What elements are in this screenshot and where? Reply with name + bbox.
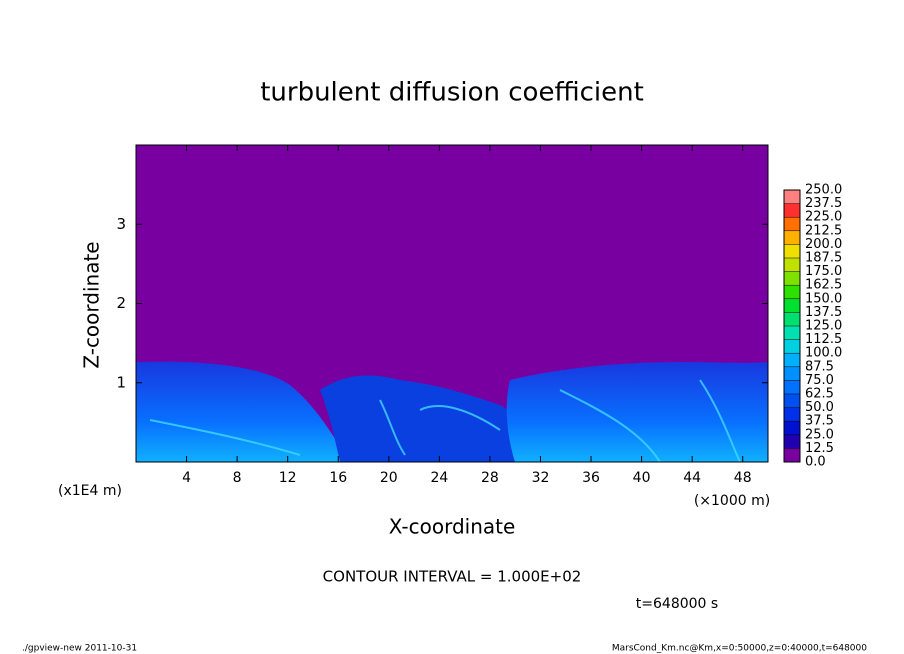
colorbar-band bbox=[784, 271, 800, 286]
field-streak bbox=[379, 399, 406, 456]
x-tick-label: 44 bbox=[683, 470, 701, 486]
x-tick-label: 12 bbox=[279, 470, 297, 486]
colorbar-band bbox=[784, 190, 800, 204]
colorbar-label: 50.0 bbox=[805, 400, 834, 415]
y-tick-label: 1 bbox=[116, 373, 126, 391]
colorbar-band bbox=[784, 217, 800, 231]
colorbar-label: 87.5 bbox=[805, 359, 834, 374]
colorbar-band bbox=[784, 407, 800, 422]
footer: ./gpview-new 2011-10-31 bbox=[22, 644, 137, 654]
annotation: CONTOUR INTERVAL = 1.000E+02 bbox=[323, 568, 582, 586]
field-region bbox=[506, 362, 768, 462]
colorbar-label: 137.5 bbox=[805, 305, 842, 320]
y-axis-label: Z-coordinate bbox=[80, 241, 104, 368]
colorbar-label: 187.5 bbox=[805, 251, 842, 266]
x-tick-label: 28 bbox=[481, 470, 499, 486]
x-tick-label: 32 bbox=[532, 470, 550, 486]
colorbar-label: 125.0 bbox=[805, 319, 842, 334]
colorbar-label: 237.5 bbox=[805, 196, 842, 211]
colorbar-label: 162.5 bbox=[805, 278, 842, 293]
colorbar-band bbox=[784, 312, 800, 326]
colorbar-band bbox=[784, 434, 800, 449]
colorbar-label: 100.0 bbox=[805, 346, 842, 361]
footer: MarsCond_Km.nc@Km,x=0:50000,z=0:40000,t=… bbox=[612, 644, 867, 654]
x-tick-label: 8 bbox=[233, 470, 242, 486]
x-tick-label: 4 bbox=[182, 470, 191, 486]
colorbar-label: 112.5 bbox=[805, 332, 842, 347]
y-unit: (x1E4 m) bbox=[58, 483, 122, 499]
annotation: t=648000 s bbox=[636, 596, 718, 612]
colorbar-band bbox=[784, 230, 800, 245]
colorbar-label: 212.5 bbox=[805, 223, 842, 238]
colorbar-label: 25.0 bbox=[805, 427, 834, 442]
colorbar-band bbox=[784, 326, 800, 340]
colorbar-band bbox=[784, 203, 800, 218]
field-region bbox=[320, 375, 522, 462]
colorbar-label: 37.5 bbox=[805, 414, 834, 429]
field-region bbox=[136, 361, 350, 462]
colorbar-label: 150.0 bbox=[805, 291, 842, 306]
x-tick-label: 48 bbox=[734, 470, 752, 486]
field bbox=[136, 145, 768, 463]
colorbar-band bbox=[784, 258, 800, 272]
colorbar-band bbox=[784, 353, 800, 367]
colorbar-label: 200.0 bbox=[805, 237, 842, 252]
colorbar-label: 12.5 bbox=[805, 441, 834, 456]
colorbar-band bbox=[784, 339, 800, 354]
colorbar-band bbox=[784, 448, 800, 462]
colorbar-band bbox=[784, 298, 800, 313]
x-tick-label: 40 bbox=[633, 470, 651, 486]
colorbar-label: 225.0 bbox=[805, 210, 842, 225]
x-tick-label: 20 bbox=[380, 470, 398, 486]
field-streak bbox=[149, 419, 301, 456]
chart-title: turbulent diffusion coefficient bbox=[260, 78, 644, 108]
x-axis-label: X-coordinate bbox=[389, 515, 516, 539]
colorbar-band bbox=[784, 285, 800, 299]
colorbar-label: 175.0 bbox=[805, 264, 842, 279]
y-tick-label: 2 bbox=[116, 294, 126, 312]
field-streak bbox=[419, 405, 501, 431]
x-tick-label: 24 bbox=[430, 470, 448, 486]
colorbar-band bbox=[784, 366, 800, 381]
x-unit: (×1000 m) bbox=[694, 493, 770, 509]
colorbar-label: 250.0 bbox=[805, 183, 842, 198]
colorbar-label: 75.0 bbox=[805, 373, 834, 388]
colorbar-band bbox=[784, 380, 800, 394]
field-streak bbox=[559, 389, 661, 463]
x-tick-label: 36 bbox=[582, 470, 600, 486]
y-tick-label: 3 bbox=[116, 215, 126, 233]
colorbar-label: 62.5 bbox=[805, 387, 834, 402]
field-streak bbox=[699, 379, 741, 463]
colorbar-label: 0.0 bbox=[805, 455, 826, 470]
x-tick-label: 16 bbox=[329, 470, 347, 486]
colorbar-band bbox=[784, 421, 800, 435]
colorbar-band bbox=[784, 394, 800, 408]
colorbar-band bbox=[784, 244, 800, 258]
